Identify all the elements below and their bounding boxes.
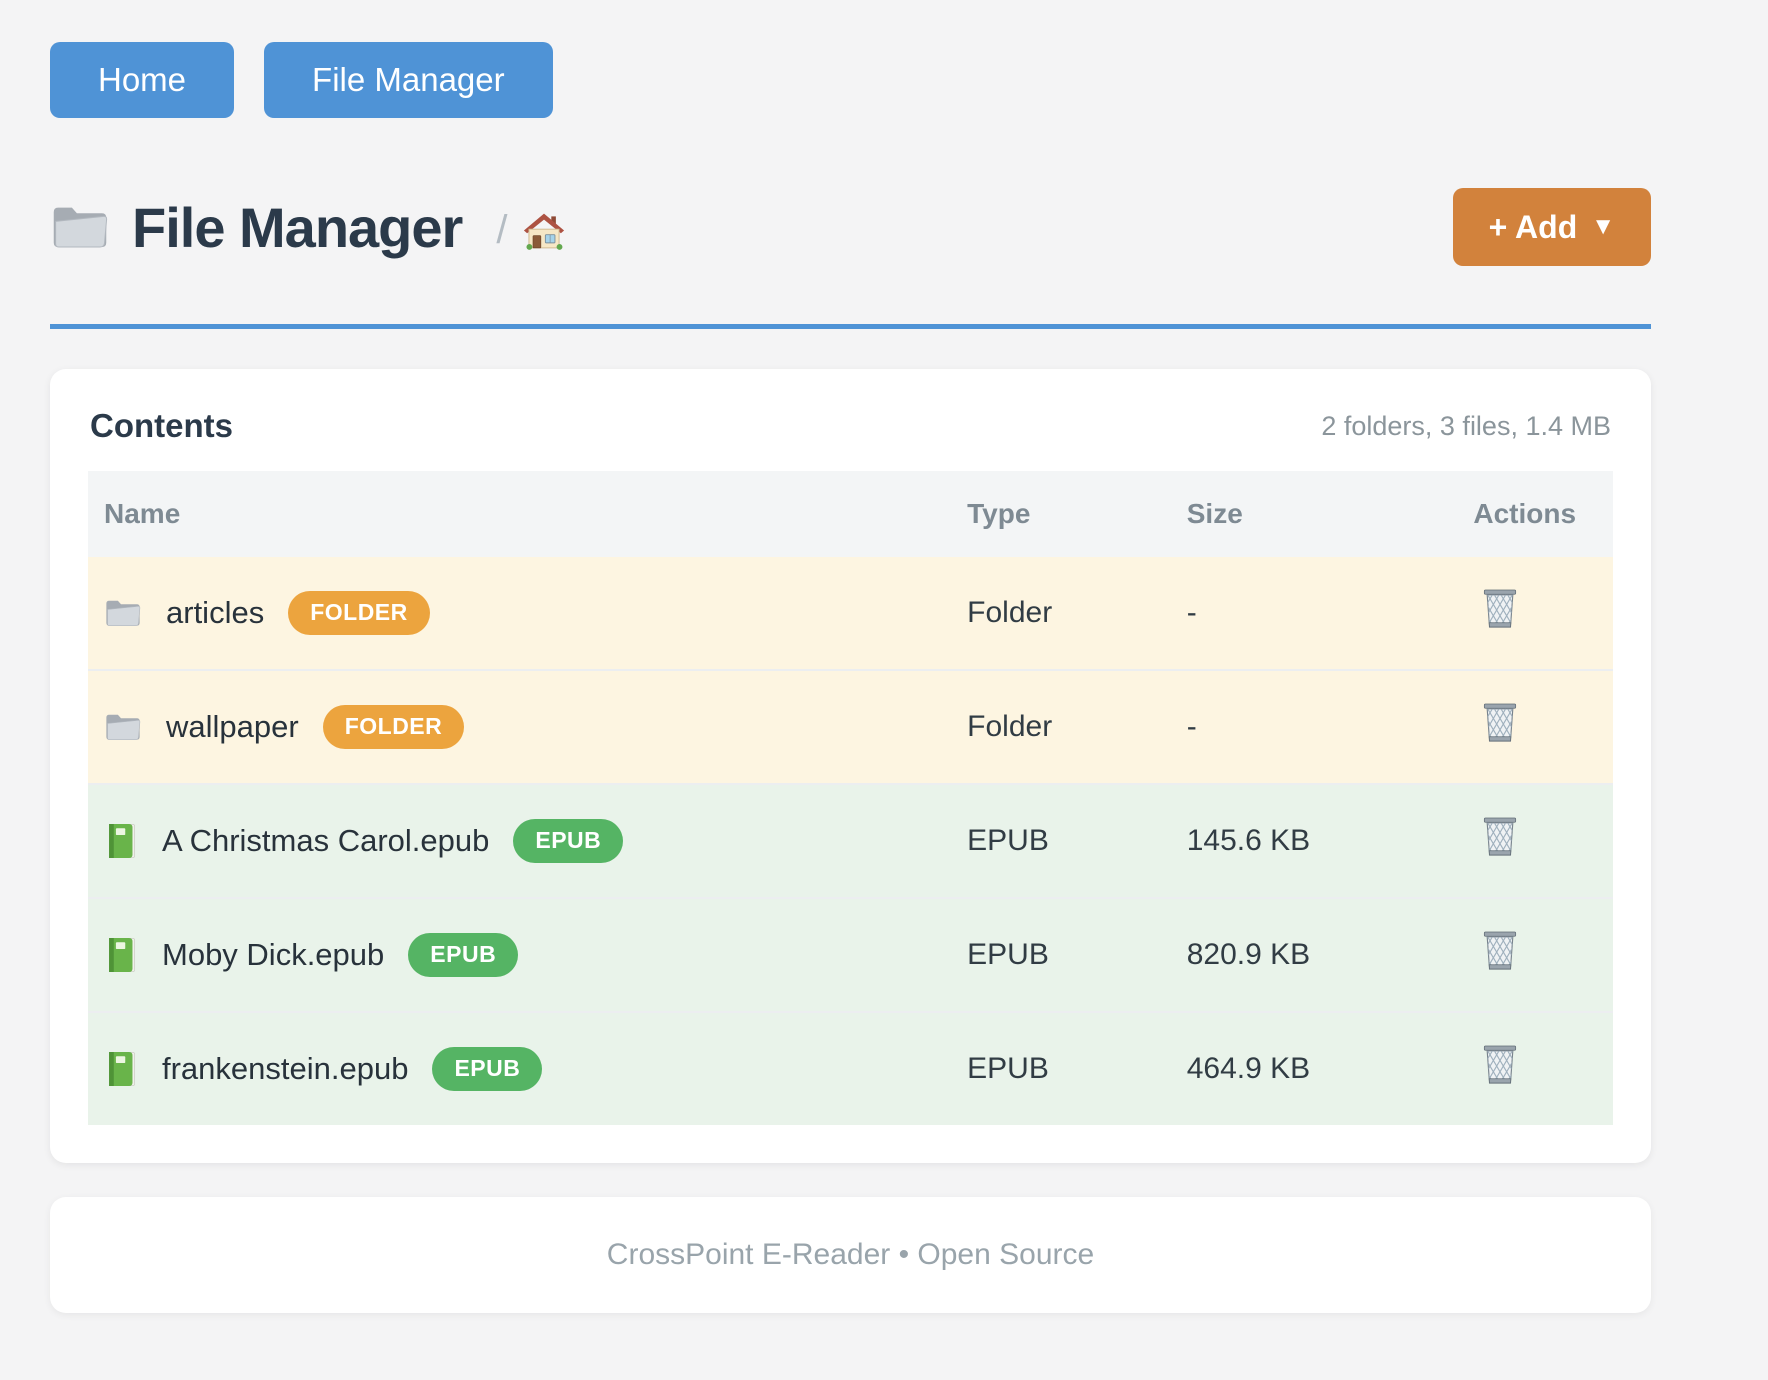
page-header: File Manager / + Add ▼ bbox=[50, 188, 1651, 266]
contents-card-header: Contents 2 folders, 3 files, 1.4 MB bbox=[88, 407, 1613, 445]
file-name[interactable]: wallpaper bbox=[166, 709, 299, 744]
home-button[interactable]: Home bbox=[50, 42, 235, 118]
column-header-name: Name bbox=[104, 498, 181, 529]
chevron-down-icon: ▼ bbox=[1591, 213, 1615, 240]
type-cell: Folder bbox=[967, 596, 1053, 629]
contents-summary: 2 folders, 3 files, 1.4 MB bbox=[1321, 410, 1611, 441]
table-row[interactable]: Moby Dick.epub EPUB EPUB 820.9 KB bbox=[88, 898, 1613, 1012]
wastebasket-icon bbox=[1481, 1043, 1519, 1087]
table-row[interactable]: frankenstein.epub EPUB EPUB 464.9 KB bbox=[88, 1012, 1613, 1125]
type-cell: Folder bbox=[967, 710, 1053, 743]
folder-badge: FOLDER bbox=[288, 591, 430, 635]
green-book-icon bbox=[104, 822, 138, 860]
epub-badge: EPUB bbox=[513, 819, 624, 863]
nav-buttons: Home File Manager bbox=[50, 0, 1651, 118]
contents-card: Contents 2 folders, 3 files, 1.4 MB Name… bbox=[50, 369, 1651, 1163]
folder-badge: FOLDER bbox=[322, 705, 465, 749]
title-underline bbox=[50, 324, 1651, 329]
folder-icon bbox=[50, 202, 110, 252]
size-cell: - bbox=[1186, 710, 1197, 743]
file-name[interactable]: articles bbox=[166, 595, 265, 630]
folder-icon bbox=[104, 711, 142, 743]
page-title: File Manager bbox=[132, 195, 463, 259]
epub-badge: EPUB bbox=[408, 933, 519, 977]
column-header-size: Size bbox=[1186, 498, 1243, 529]
wastebasket-icon bbox=[1481, 587, 1519, 631]
epub-badge: EPUB bbox=[432, 1047, 543, 1091]
add-button[interactable]: + Add ▼ bbox=[1452, 188, 1651, 266]
footer: CrossPoint E-Reader • Open Source bbox=[50, 1197, 1651, 1313]
column-header-type: Type bbox=[967, 498, 1031, 529]
size-cell: 145.6 KB bbox=[1186, 824, 1311, 857]
house-icon[interactable] bbox=[523, 211, 565, 251]
contents-heading: Contents bbox=[90, 407, 233, 444]
table-row[interactable]: wallpaper FOLDER Folder - bbox=[88, 670, 1613, 784]
table-row[interactable]: articles FOLDER Folder - bbox=[88, 557, 1613, 670]
delete-button[interactable] bbox=[1481, 1043, 1519, 1087]
wastebasket-icon bbox=[1481, 815, 1519, 859]
delete-button[interactable] bbox=[1481, 701, 1519, 745]
type-cell: EPUB bbox=[967, 1052, 1049, 1085]
delete-button[interactable] bbox=[1481, 815, 1519, 859]
wastebasket-icon bbox=[1481, 929, 1519, 973]
add-button-label: + Add bbox=[1488, 208, 1578, 245]
size-cell: 464.9 KB bbox=[1186, 1052, 1311, 1085]
title-wrap: File Manager / bbox=[50, 195, 565, 260]
delete-button[interactable] bbox=[1481, 587, 1519, 631]
footer-text: CrossPoint E-Reader • Open Source bbox=[606, 1238, 1095, 1271]
type-cell: EPUB bbox=[967, 824, 1049, 857]
breadcrumb-separator: / bbox=[496, 207, 508, 252]
green-book-icon bbox=[104, 936, 138, 974]
delete-button[interactable] bbox=[1481, 929, 1519, 973]
column-header-actions: Actions bbox=[1473, 498, 1577, 529]
table-row[interactable]: A Christmas Carol.epub EPUB EPUB 145.6 K… bbox=[88, 784, 1613, 898]
green-book-icon bbox=[104, 1050, 138, 1088]
file-manager-button[interactable]: File Manager bbox=[264, 42, 553, 118]
folder-icon bbox=[104, 597, 142, 629]
file-name[interactable]: frankenstein.epub bbox=[162, 1051, 409, 1086]
page-container: Home File Manager File Manager / + Add ▼… bbox=[50, 0, 1651, 1313]
size-cell: - bbox=[1186, 596, 1197, 629]
wastebasket-icon bbox=[1481, 701, 1519, 745]
file-name[interactable]: A Christmas Carol.epub bbox=[162, 823, 490, 858]
type-cell: EPUB bbox=[967, 938, 1049, 971]
size-cell: 820.9 KB bbox=[1186, 938, 1311, 971]
contents-table: Name Type Size Actions articles FOLDER F… bbox=[88, 471, 1613, 1125]
table-header-row: Name Type Size Actions bbox=[88, 471, 1613, 557]
file-name[interactable]: Moby Dick.epub bbox=[162, 937, 385, 972]
